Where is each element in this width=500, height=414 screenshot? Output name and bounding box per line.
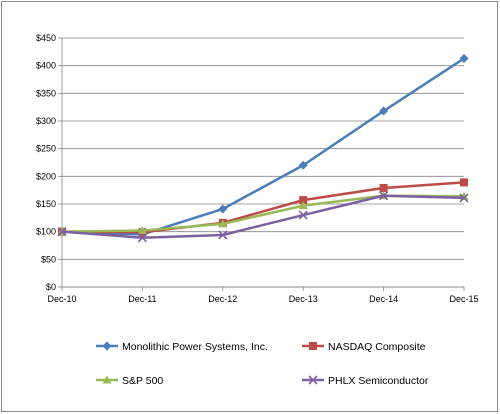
y-tick-label: $250 <box>36 144 56 154</box>
data-point <box>379 106 389 116</box>
legend-label: Monolithic Power Systems, Inc. <box>122 341 268 353</box>
series-lines <box>57 53 469 243</box>
series-line <box>61 181 465 234</box>
legend-marker <box>102 341 112 351</box>
series-line <box>61 194 465 240</box>
y-tick-label: $100 <box>36 227 56 237</box>
data-point <box>298 201 308 210</box>
y-tick-label: $150 <box>36 199 56 209</box>
data-point <box>218 230 228 240</box>
x-tick-label: Dec-12 <box>208 294 237 304</box>
data-point <box>298 210 308 220</box>
y-tick-label: $450 <box>36 33 56 43</box>
data-point <box>459 53 469 63</box>
x-marker-stroke <box>137 233 147 243</box>
x-tick-label: Dec-10 <box>47 294 76 304</box>
y-tick-labels: $0 $50 $100 $150 $200 $250 $300 $350 $400 $450 <box>36 33 56 292</box>
y-tick-label: $50 <box>41 254 56 264</box>
x-marker-stroke <box>218 230 228 240</box>
x-tick-label: Dec-15 <box>449 294 478 304</box>
x-marker-stroke <box>379 191 389 201</box>
legend-label: NASDAQ Composite <box>328 341 426 353</box>
legend: Monolithic Power Systems, Inc. NASDAQ Com… <box>96 341 429 387</box>
legend-item: NASDAQ Composite <box>302 341 426 353</box>
legend-item: S&P 500 <box>96 375 163 387</box>
legend-item: PHLX Semiconductor <box>302 375 429 387</box>
data-point <box>299 196 308 205</box>
x-tick-label: Dec-14 <box>369 294 398 304</box>
axes <box>58 37 465 291</box>
data-point <box>57 227 67 237</box>
data-point <box>379 191 389 201</box>
series-phlx-semiconductor <box>57 191 469 243</box>
legend-item: Monolithic Power Systems, Inc. <box>96 341 268 353</box>
x-tick-label: Dec-13 <box>289 294 318 304</box>
y-tick-label: $350 <box>36 88 56 98</box>
x-marker-stroke <box>298 210 308 220</box>
data-point <box>218 219 228 228</box>
gridlines <box>62 37 464 288</box>
legend-marker <box>309 342 317 350</box>
data-point <box>218 204 228 214</box>
y-tick-label: $300 <box>36 116 56 126</box>
x-tick-labels: Dec-10 Dec-11 Dec-12 Dec-13 Dec-14 Dec-15 <box>47 294 478 304</box>
x-marker-stroke <box>459 193 469 203</box>
data-point <box>137 233 147 243</box>
series-s-p-500 <box>57 191 469 236</box>
legend-label: PHLX Semiconductor <box>328 375 429 387</box>
y-tick-label: $200 <box>36 171 56 181</box>
x-marker-stroke <box>308 375 318 385</box>
x-tick-label: Dec-11 <box>128 294 156 304</box>
series-line <box>61 57 465 236</box>
y-tick-label: $0 <box>46 282 56 292</box>
legend-label: S&P 500 <box>122 375 163 387</box>
data-point <box>137 226 147 235</box>
data-point <box>460 178 468 187</box>
data-point <box>459 193 469 203</box>
y-tick-label: $400 <box>36 61 56 71</box>
data-point <box>379 183 388 192</box>
x-marker-stroke <box>57 227 67 237</box>
legend-marker <box>102 375 112 384</box>
data-point <box>298 160 308 170</box>
legend-marker <box>308 375 318 385</box>
